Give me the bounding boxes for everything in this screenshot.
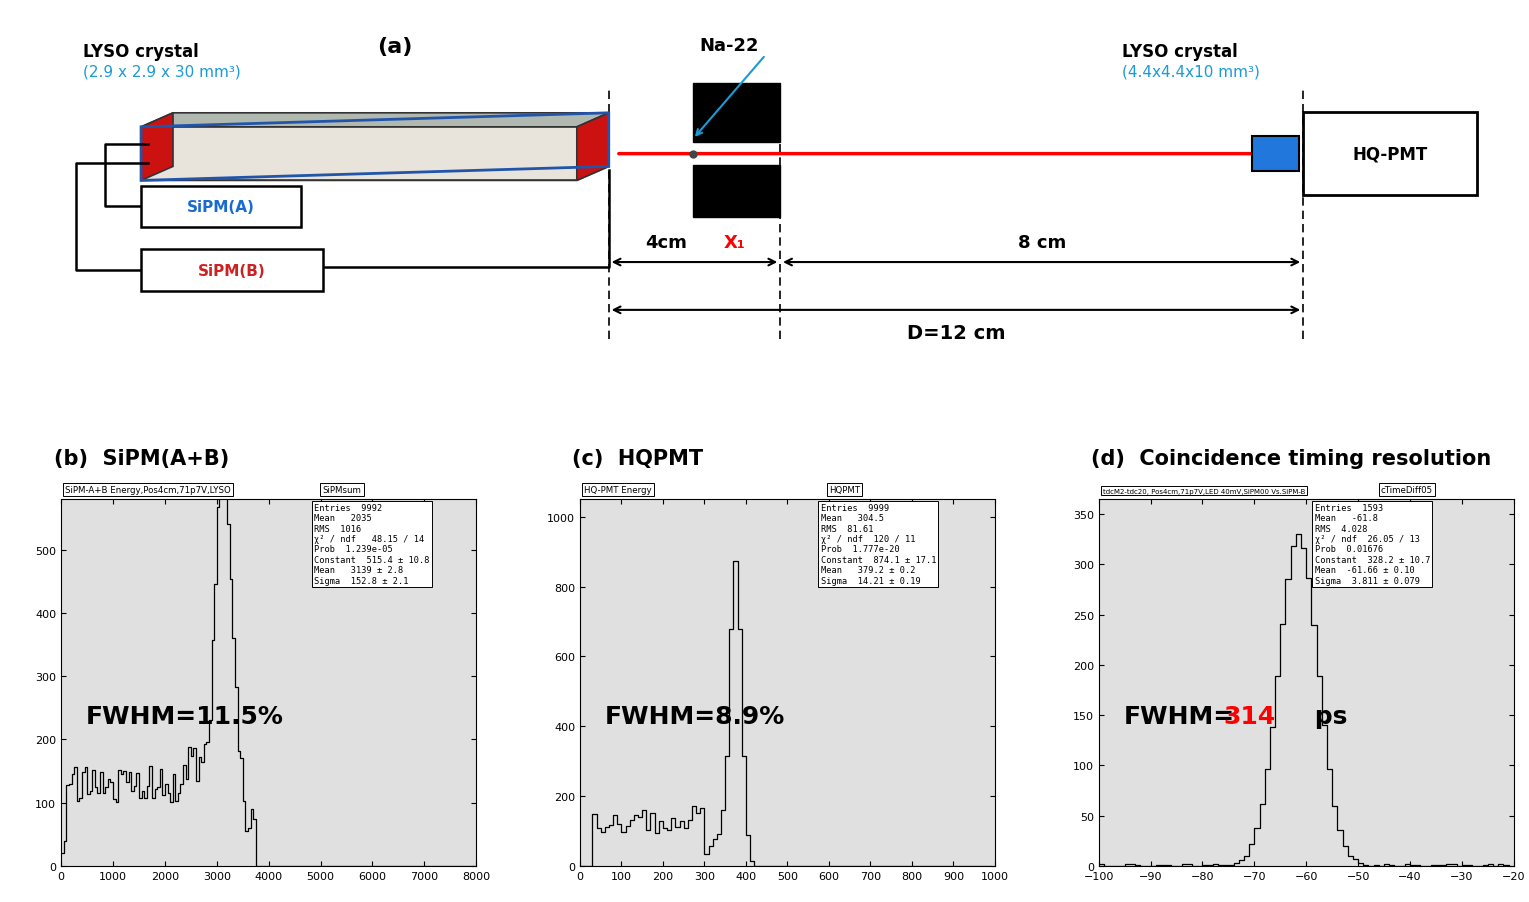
Text: SiPM-A+B Energy,Pos4cm,71p7V,LYSO: SiPM-A+B Energy,Pos4cm,71p7V,LYSO — [66, 485, 231, 494]
Text: (b)  SiPM(A+B): (b) SiPM(A+B) — [54, 448, 229, 468]
Text: (c)  HQPMT: (c) HQPMT — [572, 448, 703, 468]
Text: ps: ps — [1306, 704, 1347, 728]
Polygon shape — [576, 114, 609, 181]
Polygon shape — [141, 167, 609, 181]
Text: (2.9 x 2.9 x 30 mm³): (2.9 x 2.9 x 30 mm³) — [83, 64, 240, 79]
Text: HQPMT: HQPMT — [829, 485, 859, 494]
Text: (4.4x4.4x10 mm³): (4.4x4.4x10 mm³) — [1122, 64, 1260, 79]
Polygon shape — [693, 166, 780, 218]
Text: Entries  9999
Mean   304.5
RMS  81.61
χ² / ndf  120 / 11
Prob  1.777e-20
Constan: Entries 9999 Mean 304.5 RMS 81.61 χ² / n… — [821, 503, 936, 585]
Text: 4cm: 4cm — [645, 234, 687, 252]
Text: LYSO crystal: LYSO crystal — [83, 43, 199, 61]
Text: SiPM(B): SiPM(B) — [197, 263, 266, 278]
FancyBboxPatch shape — [1252, 137, 1298, 172]
Text: tdcM2-tdc20, Pos4cm,71p7V,LED 40mV,SiPM00 Vs.SiPM-B: tdcM2-tdc20, Pos4cm,71p7V,LED 40mV,SiPM0… — [1102, 488, 1306, 494]
Text: 314: 314 — [1223, 704, 1275, 728]
Text: cTimeDiff05: cTimeDiff05 — [1381, 485, 1433, 494]
Text: FWHM=8.9%: FWHM=8.9% — [605, 704, 784, 728]
FancyBboxPatch shape — [141, 250, 323, 291]
Text: D=12 cm: D=12 cm — [907, 323, 1005, 342]
Polygon shape — [141, 128, 576, 181]
Polygon shape — [141, 114, 173, 181]
Text: FWHM=: FWHM= — [1124, 704, 1235, 728]
Polygon shape — [693, 85, 780, 143]
Text: Entries  9992
Mean   2035
RMS  1016
χ² / ndf   48.15 / 14
Prob  1.239e-05
Consta: Entries 9992 Mean 2035 RMS 1016 χ² / ndf… — [315, 503, 430, 585]
Text: (a): (a) — [378, 37, 413, 57]
Text: Na-22: Na-22 — [700, 37, 758, 55]
Text: LYSO crystal: LYSO crystal — [1122, 43, 1237, 61]
Text: HQ-PMT: HQ-PMT — [1353, 145, 1428, 163]
Text: Entries  1593
Mean   -61.8
RMS  4.028
χ² / ndf  26.05 / 13
Prob  0.01676
Constan: Entries 1593 Mean -61.8 RMS 4.028 χ² / n… — [1315, 503, 1430, 585]
FancyBboxPatch shape — [141, 187, 301, 227]
Text: (d)  Coincidence timing resolution: (d) Coincidence timing resolution — [1092, 448, 1491, 468]
Polygon shape — [141, 114, 609, 128]
Text: 8 cm: 8 cm — [1017, 234, 1066, 252]
FancyBboxPatch shape — [1303, 113, 1477, 196]
Text: HQ-PMT Energy: HQ-PMT Energy — [584, 485, 651, 494]
Text: SiPMsum: SiPMsum — [323, 485, 361, 494]
Text: FWHM=11.5%: FWHM=11.5% — [86, 704, 284, 728]
Text: X₁: X₁ — [723, 234, 745, 252]
Text: SiPM(A): SiPM(A) — [187, 199, 255, 215]
